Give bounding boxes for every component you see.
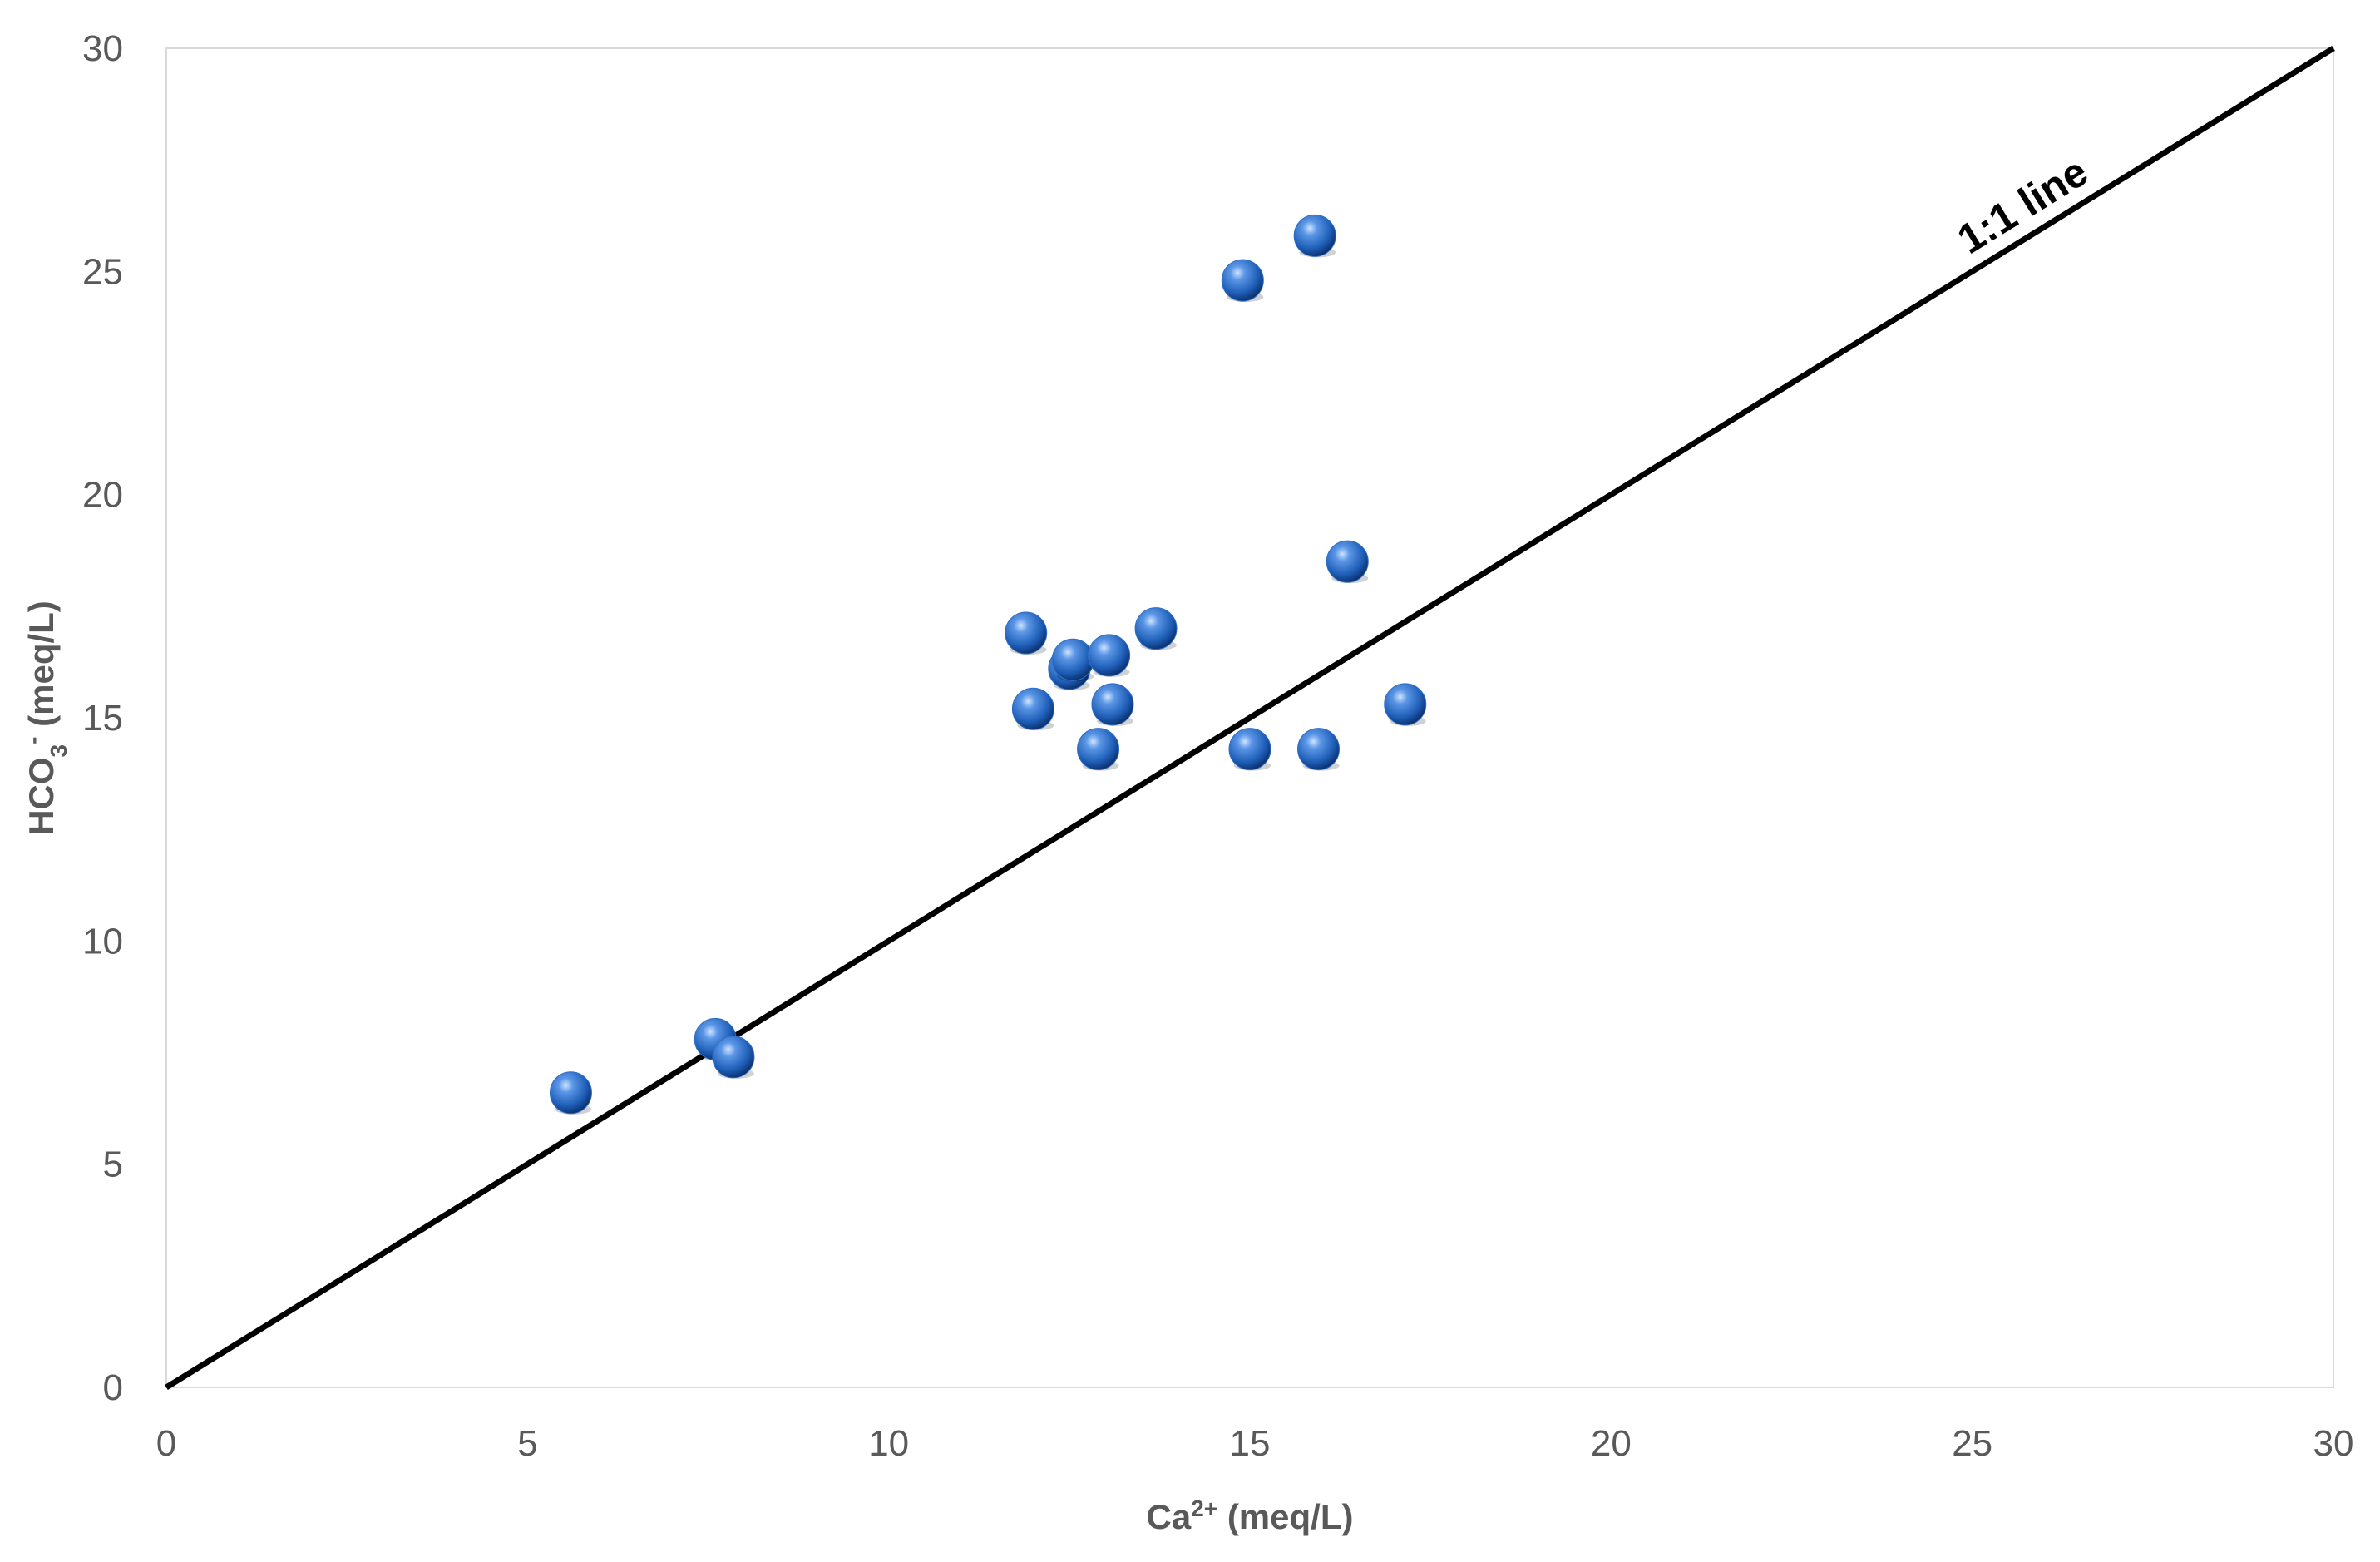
y-tick-label: 10 [82, 921, 123, 961]
data-point [1221, 259, 1264, 302]
x-tick-label: 20 [1591, 1423, 1632, 1464]
data-point [1088, 634, 1131, 677]
x-tick-label: 10 [868, 1423, 909, 1464]
data-point [1384, 683, 1427, 726]
data-point [1091, 683, 1134, 726]
y-tick-label: 20 [82, 475, 123, 516]
x-axis-title: Ca2+ (meq/L) [1147, 1495, 1354, 1537]
y-tick-label: 0 [103, 1367, 123, 1408]
x-tick-label: 15 [1230, 1423, 1271, 1464]
data-point [1293, 214, 1336, 257]
y-tick-label: 5 [103, 1144, 123, 1185]
data-point [1134, 607, 1178, 650]
data-point [712, 1036, 755, 1079]
x-tick-label: 5 [517, 1423, 537, 1464]
x-tick-label: 0 [156, 1423, 176, 1464]
data-point [1051, 638, 1094, 681]
data-point [549, 1071, 592, 1115]
data-point [1005, 611, 1048, 655]
y-tick-label: 30 [82, 28, 123, 69]
data-point [1077, 728, 1120, 771]
x-tick-label: 25 [1952, 1423, 1992, 1464]
data-point [1297, 728, 1341, 771]
y-tick-label: 15 [82, 698, 123, 739]
data-point [1326, 540, 1369, 583]
y-axis-title: HCO3- (meq/L) [20, 601, 72, 835]
x-tick-label: 30 [2313, 1423, 2354, 1464]
data-point [1011, 687, 1054, 730]
reference-line-1to1 [165, 46, 2335, 1390]
data-point [1228, 728, 1271, 771]
y-tick-label: 25 [82, 251, 123, 292]
